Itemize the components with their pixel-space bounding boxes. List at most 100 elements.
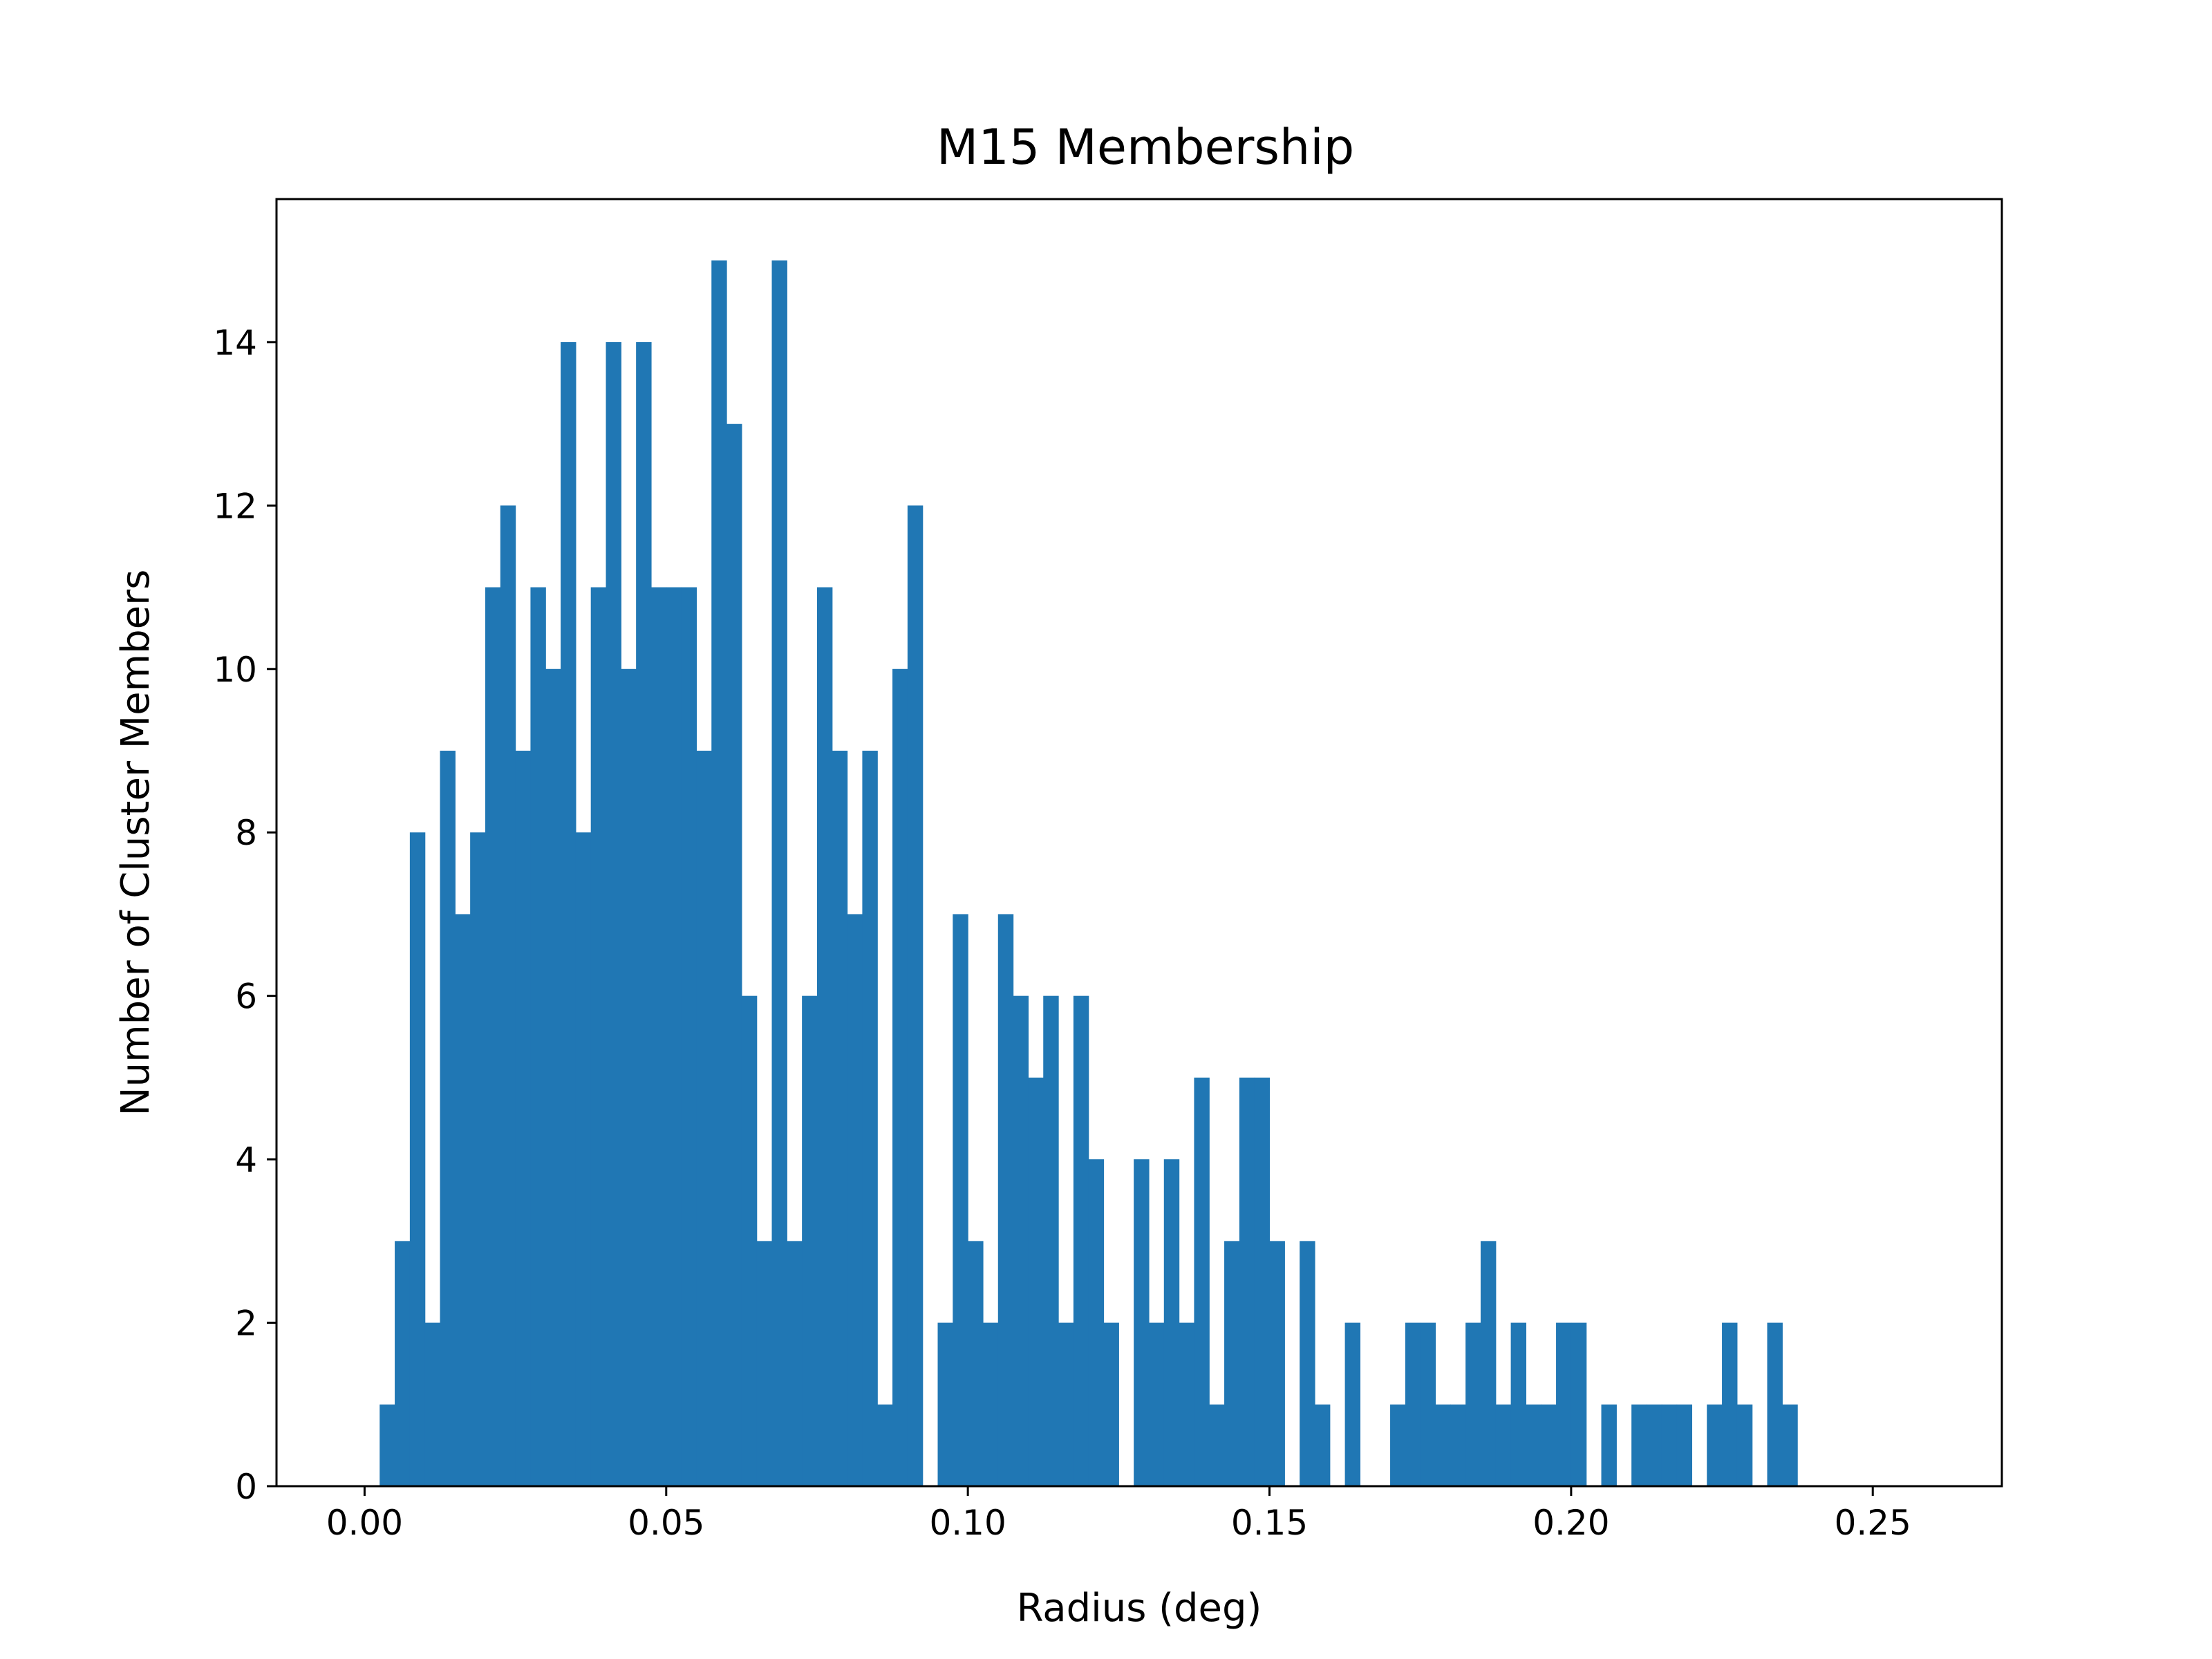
x-tick-label: 0.00	[326, 1503, 403, 1543]
histogram-bar	[862, 751, 878, 1486]
y-tick-label: 14	[213, 323, 257, 363]
histogram-bar	[1541, 1404, 1557, 1486]
histogram-bar	[545, 668, 561, 1486]
histogram-bar	[727, 424, 742, 1486]
histogram-bar	[1661, 1404, 1678, 1486]
histogram-bar	[982, 1322, 999, 1486]
bars-group	[379, 260, 1798, 1487]
histogram-bar	[1043, 995, 1059, 1486]
histogram-bar	[1254, 1077, 1271, 1486]
histogram-bar	[696, 751, 712, 1486]
histogram-bar	[1601, 1404, 1617, 1486]
histogram-bar	[515, 751, 532, 1486]
histogram-bar	[666, 587, 682, 1486]
histogram-bar	[1028, 1077, 1044, 1486]
histogram-bar	[1736, 1404, 1753, 1486]
histogram-bar	[997, 914, 1014, 1486]
histogram-bar	[711, 260, 727, 1487]
histogram-bar	[1058, 1322, 1074, 1486]
histogram-bar	[816, 587, 833, 1486]
histogram-bar	[636, 341, 652, 1486]
histogram-bar	[1465, 1322, 1481, 1486]
histogram-bar	[907, 505, 924, 1487]
histogram-bar	[500, 505, 516, 1487]
histogram-bar	[1269, 1241, 1285, 1486]
histogram-bar	[379, 1404, 395, 1486]
histogram-bar	[1435, 1404, 1451, 1486]
histogram-bar	[681, 587, 697, 1486]
histogram-bar	[1134, 1159, 1150, 1486]
histogram-bar	[1088, 1159, 1105, 1486]
histogram-bar	[440, 751, 456, 1486]
histogram-bar	[455, 914, 471, 1486]
histogram-bar	[395, 1241, 411, 1486]
histogram-bar	[832, 751, 848, 1486]
histogram-bar	[485, 587, 501, 1486]
histogram-bar	[1631, 1404, 1647, 1486]
histogram-bar	[424, 1322, 441, 1486]
y-tick-label: 8	[235, 813, 257, 853]
histogram-bar	[756, 1241, 773, 1486]
histogram-bar	[1480, 1241, 1497, 1486]
histogram-bar	[1405, 1322, 1421, 1486]
histogram-bar	[1571, 1322, 1587, 1486]
histogram-bar	[1526, 1404, 1541, 1486]
chart-title: M15 Membership	[937, 119, 1354, 176]
y-tick-label: 2	[235, 1304, 257, 1344]
histogram-bar	[1103, 1322, 1119, 1486]
histogram-bar	[1209, 1404, 1225, 1486]
y-tick-label: 6	[235, 977, 257, 1017]
x-tick-label: 0.15	[1231, 1503, 1308, 1543]
histogram-bar	[1314, 1404, 1331, 1486]
histogram-bar	[892, 668, 908, 1486]
histogram-bar	[1722, 1322, 1738, 1486]
histogram-bar	[561, 341, 577, 1486]
x-tick-label: 0.10	[929, 1503, 1006, 1543]
x-axis-label: Radius (deg)	[1017, 1586, 1262, 1631]
histogram-bar	[953, 914, 968, 1486]
histogram-bar	[1782, 1404, 1798, 1486]
histogram-bar	[1707, 1404, 1723, 1486]
histogram-bar	[968, 1241, 984, 1486]
x-tick-label: 0.25	[1835, 1503, 1911, 1543]
histogram-bar	[470, 832, 486, 1486]
histogram-bar	[1420, 1322, 1436, 1486]
histogram-bar	[1450, 1404, 1466, 1486]
x-tick-label: 0.05	[628, 1503, 704, 1543]
x-tick-label: 0.20	[1533, 1503, 1609, 1543]
histogram-bar	[1163, 1159, 1180, 1486]
histogram-bar	[1390, 1404, 1406, 1486]
histogram-bar	[1073, 995, 1089, 1486]
histogram-bar	[1646, 1404, 1662, 1486]
histogram-bar	[787, 1241, 803, 1486]
histogram-bar	[650, 587, 667, 1486]
histogram-bar	[1767, 1322, 1783, 1486]
histogram-bar	[877, 1404, 893, 1486]
histogram-bar	[1239, 1077, 1255, 1486]
histogram-bar	[771, 260, 787, 1487]
histogram-bar	[575, 832, 592, 1486]
y-tick-label: 4	[235, 1140, 257, 1180]
histogram-bar	[1556, 1322, 1572, 1486]
histogram-bar	[1194, 1077, 1210, 1486]
histogram-bar	[1676, 1404, 1693, 1486]
y-tick-label: 10	[213, 650, 257, 690]
histogram-bar	[937, 1322, 953, 1486]
y-axis-ticks: 0 2 4 6 8 10 12 14	[213, 323, 276, 1507]
histogram-bar	[1344, 1322, 1361, 1486]
histogram-bar	[802, 995, 818, 1486]
histogram-bar	[1510, 1322, 1527, 1486]
y-tick-label: 0	[235, 1467, 257, 1507]
histogram-bar	[409, 832, 426, 1486]
histogram-bar	[530, 587, 546, 1486]
histogram-bar	[1224, 1241, 1240, 1486]
histogram-bar	[1495, 1404, 1512, 1486]
histogram-bar	[590, 587, 607, 1486]
histogram-bar	[621, 668, 637, 1486]
histogram-bar	[1179, 1322, 1195, 1486]
y-tick-label: 12	[213, 486, 257, 526]
histogram-bar	[1300, 1241, 1315, 1486]
histogram-bar	[1013, 995, 1029, 1486]
histogram-bar	[847, 914, 863, 1486]
y-axis-label: Number of Cluster Members	[113, 570, 158, 1116]
